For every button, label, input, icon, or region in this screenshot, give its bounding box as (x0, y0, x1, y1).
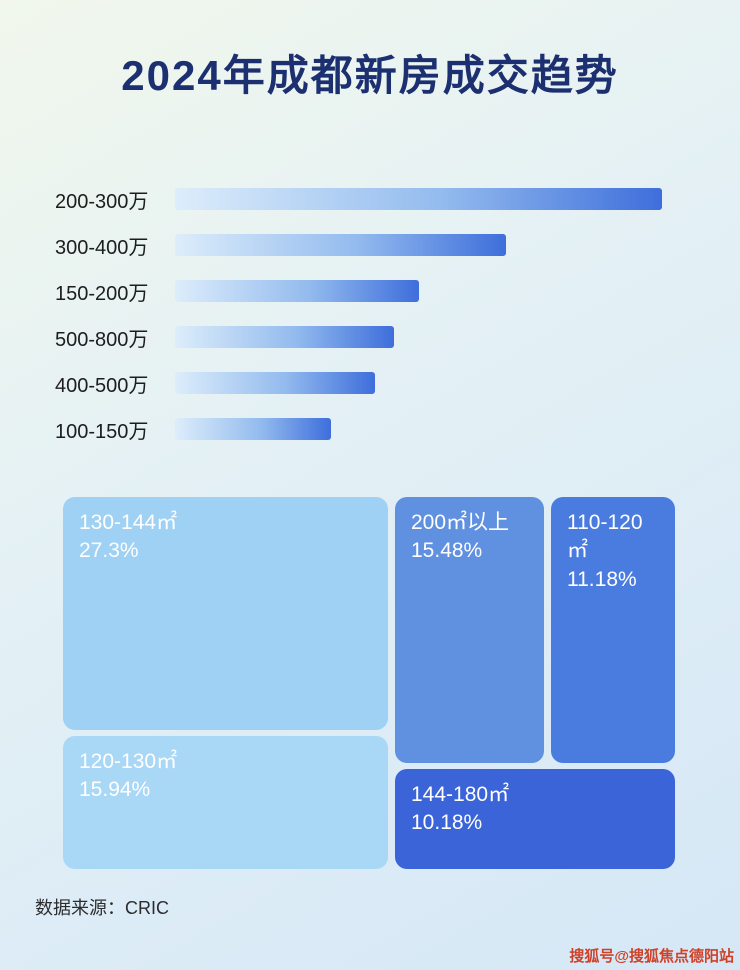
treemap-tile-200-plus: 200㎡以上 15.48% (395, 497, 544, 763)
bar-fill (175, 326, 395, 348)
bar-fill (175, 418, 331, 440)
bar-row: 200-300万 (55, 176, 685, 222)
tile-value: 10.18% (411, 811, 483, 835)
bar-category-label: 200-300万 (55, 190, 149, 213)
bar-row: 150-200万 (55, 268, 685, 314)
tile-label: 110-120㎡ (567, 511, 643, 563)
bar-category-label: 100-150万 (55, 420, 149, 443)
data-source: 数据来源：CRIC (35, 898, 169, 918)
treemap: 130-144㎡ 27.3% 120-130㎡ 15.94% 200㎡以上 15… (63, 497, 675, 869)
bar-track (175, 234, 662, 256)
bar-fill (175, 234, 507, 256)
bar-category-label: 500-800万 (55, 328, 149, 351)
tile-label: 130-144㎡ (79, 511, 178, 534)
bar-track (175, 326, 662, 348)
watermark: 搜狐号@搜狐焦点德阳站 (569, 948, 734, 965)
bar-track (175, 418, 662, 440)
bar-fill (175, 280, 419, 302)
bar-track (175, 280, 662, 302)
bar-category-label: 300-400万 (55, 236, 149, 259)
treemap-tile-110-120: 110-120㎡ 11.18% (551, 497, 675, 763)
bar-track (175, 372, 662, 394)
tile-value: 11.18% (567, 567, 637, 591)
treemap-tile-130-144: 130-144㎡ 27.3% (63, 497, 388, 730)
bar-row: 500-800万 (55, 314, 685, 360)
bar-row: 300-400万 (55, 222, 685, 268)
tile-label: 144-180㎡ (411, 783, 510, 806)
bar-fill (175, 372, 375, 394)
treemap-tile-144-180: 144-180㎡ 10.18% (395, 769, 675, 869)
bar-row: 100-150万 (55, 406, 685, 452)
bar-category-label: 400-500万 (55, 374, 149, 397)
bar-chart: 200-300万 300-400万 150-200万 500-800万 400-… (55, 176, 685, 452)
bar-category-label: 150-200万 (55, 282, 149, 305)
tile-value: 15.94% (79, 778, 151, 802)
bar-track (175, 188, 662, 210)
tile-value: 27.3% (79, 539, 139, 563)
treemap-tile-120-130: 120-130㎡ 15.94% (63, 736, 388, 869)
bar-row: 400-500万 (55, 360, 685, 406)
bar-fill (175, 188, 662, 210)
tile-value: 15.48% (411, 539, 483, 563)
tile-label: 120-130㎡ (79, 750, 178, 773)
tile-label: 200㎡以上 (411, 511, 510, 534)
page-title: 2024年成都新房成交趋势 (121, 52, 619, 99)
